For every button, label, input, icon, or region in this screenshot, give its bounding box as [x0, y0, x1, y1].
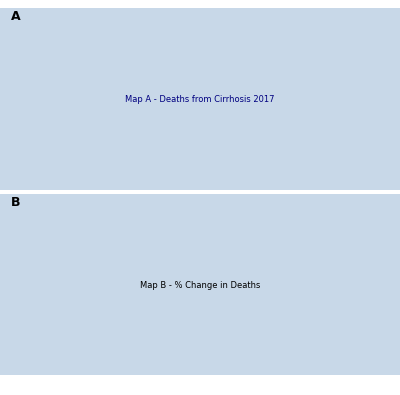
Text: A: A	[11, 10, 21, 23]
Text: Map B - % Change in Deaths: Map B - % Change in Deaths	[140, 280, 260, 290]
Text: B: B	[11, 196, 21, 209]
Text: Map A - Deaths from Cirrhosis 2017: Map A - Deaths from Cirrhosis 2017	[125, 95, 275, 104]
